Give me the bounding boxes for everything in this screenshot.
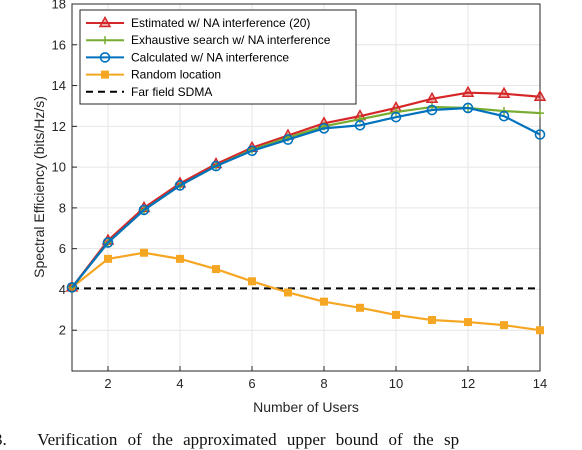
legend-marker <box>101 36 109 45</box>
y-tick-label: 8 <box>59 200 66 215</box>
series-layer <box>65 85 547 335</box>
data-point <box>536 326 544 335</box>
data-point <box>138 204 150 216</box>
data-point <box>104 254 112 263</box>
figure-caption: 3. Verification of the approximated uppe… <box>0 430 460 449</box>
data-point <box>498 110 510 122</box>
legend-item-1: Exhaustive search w/ NA interference <box>86 33 331 47</box>
data-point <box>68 283 76 292</box>
legend-marker <box>101 70 109 79</box>
series-line <box>71 251 541 332</box>
y-tick-label: 6 <box>59 241 66 256</box>
data-point <box>140 248 148 257</box>
legend: Estimated w/ NA interference (20) Exhaust… <box>79 9 357 105</box>
series-3 <box>68 248 544 335</box>
y-tick-label: 16 <box>52 37 66 52</box>
y-tick-label: 10 <box>52 160 66 175</box>
data-point <box>284 288 292 297</box>
y-tick-label: 12 <box>52 119 66 134</box>
data-point <box>356 303 364 312</box>
x-tick-label: 12 <box>461 376 475 391</box>
legend-item-2: Calculated w/ NA interference <box>86 50 289 64</box>
y-tick-label: 14 <box>52 78 66 93</box>
data-point <box>425 91 439 104</box>
data-point <box>282 134 294 145</box>
data-point <box>392 310 400 319</box>
data-point <box>320 297 328 306</box>
data-point <box>426 104 438 116</box>
x-tick-label: 8 <box>320 376 327 391</box>
data-point <box>356 115 364 124</box>
data-point <box>176 254 184 263</box>
data-point <box>497 86 511 98</box>
series-2 <box>66 102 546 293</box>
legend-item-4: Far field SDMA <box>86 85 212 99</box>
data-point <box>500 321 508 330</box>
data-point <box>462 102 474 114</box>
x-tick-label: 10 <box>389 376 403 391</box>
data-point <box>246 145 258 157</box>
legend-item-0: Estimated w/ NA interference (20) <box>86 15 310 30</box>
legend-marker <box>98 15 112 28</box>
legend-label: Exhaustive search w/ NA interference <box>131 33 331 47</box>
data-point <box>102 237 114 248</box>
data-point <box>390 111 402 123</box>
y-tick-label: 4 <box>59 282 66 297</box>
data-point <box>461 85 475 97</box>
data-point <box>212 265 220 274</box>
legend-label: Random location <box>131 68 221 82</box>
x-tick-label: 4 <box>176 376 183 391</box>
series-line <box>71 91 541 289</box>
x-tick-label: 2 <box>104 376 111 391</box>
spectral-efficiency-chart: 2 4 6 8 10 12 14 16 18 2 4 6 8 10 12 14 Number of User… <box>31 0 547 415</box>
data-point <box>536 109 544 118</box>
x-axis-label: Number of Users <box>253 399 359 415</box>
legend-box <box>79 9 357 105</box>
plot-area-frame <box>71 3 541 372</box>
data-point <box>318 123 330 134</box>
data-point <box>428 316 436 325</box>
y-tick-label: 2 <box>59 323 66 338</box>
data-point <box>66 282 78 293</box>
series-0 <box>65 85 547 292</box>
data-point <box>210 160 222 172</box>
legend-label: Far field SDMA <box>131 85 212 99</box>
legend-label: Calculated w/ NA interference <box>131 50 289 64</box>
data-point <box>248 277 256 286</box>
legend-marker <box>99 52 111 63</box>
x-tick-label: 14 <box>533 376 547 391</box>
data-point <box>174 180 186 191</box>
data-point <box>464 318 472 327</box>
x-tick-label: 6 <box>248 376 255 391</box>
y-axis: 2 4 6 8 10 12 14 16 18 <box>52 0 77 338</box>
legend-item-3: Random location <box>86 68 221 82</box>
data-point <box>534 129 546 140</box>
data-point <box>354 120 366 131</box>
x-axis: 2 4 6 8 10 12 14 <box>104 366 547 391</box>
data-point <box>533 89 547 102</box>
series-line <box>71 106 541 289</box>
y-axis-label: Spectral Efficiency (bits/Hz/s) <box>31 96 47 278</box>
series-1 <box>68 102 544 292</box>
y-tick-label: 18 <box>52 0 66 12</box>
legend-label: Estimated w/ NA interference (20) <box>131 16 310 30</box>
